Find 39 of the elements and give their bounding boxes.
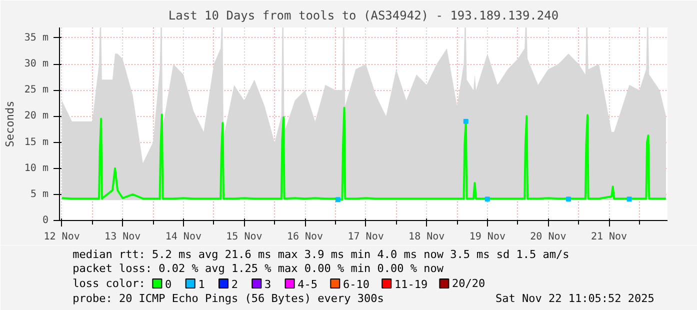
point xyxy=(463,118,468,124)
text: Sat Nov 22 11:05:52 2025 xyxy=(495,292,654,305)
legend-label: 0 xyxy=(165,278,172,291)
legend-label: 11-19 xyxy=(394,278,428,291)
text: probe: 20 ICMP Echo Pings (56 Bytes) every 300s xyxy=(72,292,384,305)
legend-label: 1 xyxy=(198,278,205,291)
y-tick-label: 5 m xyxy=(30,188,48,200)
legend-label: 3 xyxy=(264,278,272,291)
text: median rtt: 5.2 ms avg 21.6 ms max 3.9 ms min 4.0 ms now 3.5 ms sd 1.5 am/s xyxy=(72,248,570,261)
text: packet loss: 0.02 % avg 1.25 % max 0.00 % min 0.00 % now xyxy=(72,262,444,275)
legend-label: 4-5 xyxy=(298,278,318,291)
y-tick-label: 30 m xyxy=(24,58,49,70)
y-tick-label: 15 m xyxy=(24,136,49,148)
point xyxy=(335,197,340,202)
legend-label: 2 xyxy=(231,278,238,291)
x-tick-label: 17 Nov xyxy=(348,232,384,242)
point xyxy=(626,196,632,202)
y-axis-title: Seconds xyxy=(3,100,16,148)
x-tick-label: 19 Nov xyxy=(469,232,506,242)
y-tick-label: 35 m xyxy=(24,32,49,44)
legend-label: 20/20 xyxy=(452,277,486,290)
legend-label: 6-10 xyxy=(343,278,370,291)
y-tick-label: 0 xyxy=(42,215,49,226)
x-tick-label: 18 Nov xyxy=(408,232,445,242)
chart-title: Last 10 Days from tools to (AS34942) - 193.189.139.240 xyxy=(168,8,559,22)
point xyxy=(484,196,490,202)
x-tick-label: 21 Nov xyxy=(590,232,628,242)
x-tick-label: 14 Nov xyxy=(165,232,202,242)
y-tick-label: 25 m xyxy=(24,84,49,96)
point xyxy=(566,196,571,202)
x-tick-label: 16 Nov xyxy=(286,232,324,242)
x-tick-label: 12 Nov xyxy=(44,232,80,242)
y-tick-label: 10 m xyxy=(24,162,49,174)
x-tick-label: 20 Nov xyxy=(530,232,566,242)
y-tick-label: 20 m xyxy=(24,110,49,122)
x-tick-label: 13 Nov xyxy=(104,232,141,242)
legend-title: loss color: xyxy=(72,277,146,290)
x-tick-label: 15 Nov xyxy=(226,232,262,242)
line-series xyxy=(60,106,668,201)
